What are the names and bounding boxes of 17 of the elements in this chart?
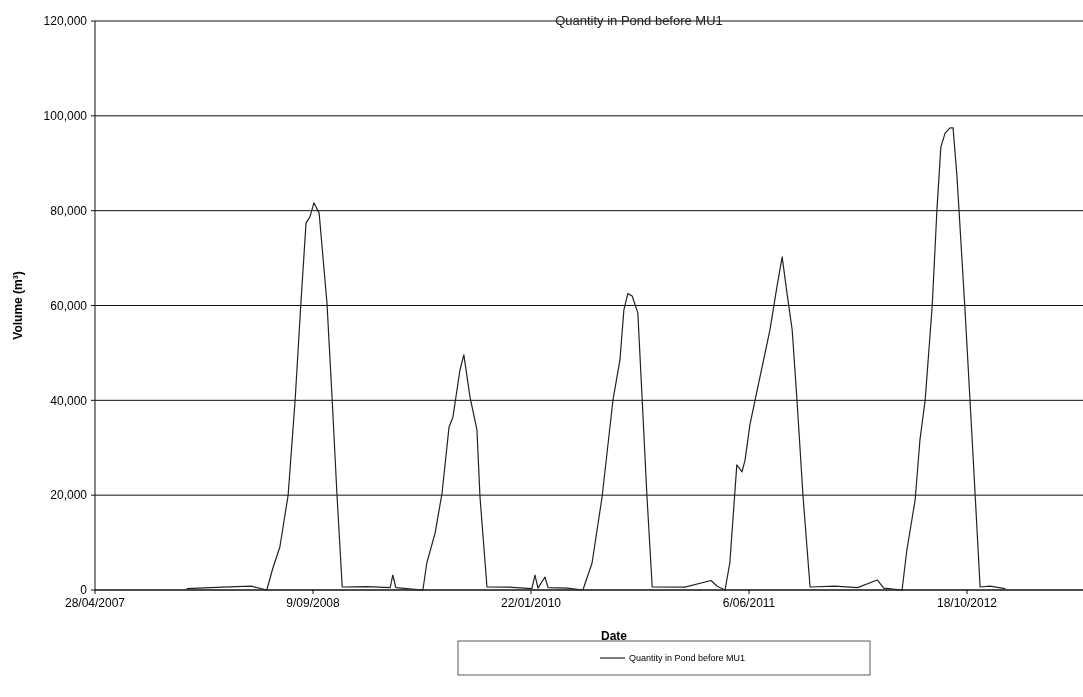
y-tick-label: 40,000 [50, 393, 88, 408]
chart-title: Quantity in Pond before MU1 [555, 13, 723, 28]
x-tick-label: 18/10/2012 [936, 596, 998, 610]
y-tick-label: 20,000 [50, 488, 88, 503]
x-tick-label: 6/06/2011 [722, 596, 776, 610]
legend-label: Quantity in Pond before MU1 [629, 653, 746, 664]
y-tick-label: 100,000 [43, 109, 88, 124]
y-tick-label: 60,000 [50, 298, 88, 313]
y-tick-label: 0 [80, 583, 88, 598]
y-tick-label: 80,000 [50, 203, 88, 218]
x-tick-label: 28/04/2007 [64, 596, 126, 610]
line-series [186, 127, 1006, 591]
x-tick-label: 9/09/2008 [286, 596, 341, 610]
x-tick-label: 22/01/2010 [500, 596, 562, 610]
y-axis-title: Volume (m³) [11, 271, 25, 340]
x-axis-title: Date [600, 629, 628, 643]
y-tick-label: 120,000 [43, 14, 88, 29]
